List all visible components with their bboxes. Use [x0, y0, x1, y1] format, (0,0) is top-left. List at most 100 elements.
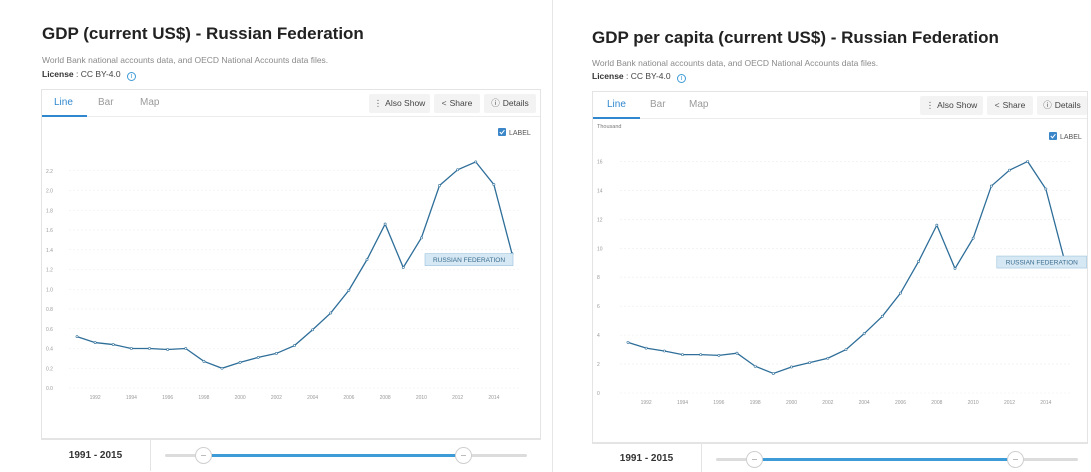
x-tick-label: 2014: [1040, 400, 1051, 406]
share-label: Share: [1002, 100, 1026, 110]
info-icon[interactable]: i: [126, 72, 136, 81]
x-tick-label: 1994: [126, 395, 137, 401]
vertical-dots-icon: ⋮: [925, 100, 935, 110]
data-point: [383, 222, 387, 226]
y-tick-label: 1.8: [46, 208, 53, 214]
data-point: [75, 335, 79, 339]
data-point: [953, 267, 957, 270]
tab-line[interactable]: Line: [607, 99, 626, 110]
license-value[interactable]: : CC BY-4.0: [76, 69, 121, 79]
data-point: [753, 364, 757, 368]
data-point: [256, 355, 260, 359]
gdp-panel: GDP (current US$) - Russian Federation W…: [41, 24, 541, 471]
data-point: [419, 236, 423, 240]
slider-start-handle[interactable]: [195, 447, 212, 464]
share-label: Share: [449, 98, 473, 108]
tab-bar[interactable]: Bar: [650, 99, 666, 110]
data-point: [329, 311, 333, 315]
y-axis-unit-label: Thousand: [597, 124, 621, 130]
x-tick-label: 1998: [198, 395, 209, 401]
label-toggle-text[interactable]: LABEL: [509, 130, 531, 137]
data-point: [662, 349, 666, 353]
details-button[interactable]: ⓘ Details: [1037, 96, 1087, 115]
y-tick-label: 8: [597, 275, 600, 281]
data-point: [826, 356, 830, 360]
info-icon[interactable]: i: [676, 74, 686, 83]
x-tick-label: 2010: [968, 400, 979, 406]
active-tab-indicator: [42, 115, 87, 117]
data-point: [699, 353, 703, 357]
tab-line[interactable]: Line: [54, 97, 73, 108]
share-button[interactable]: < Share: [434, 94, 480, 113]
data-point: [880, 314, 884, 318]
details-button[interactable]: ⓘ Details: [484, 94, 536, 113]
slider-start-handle[interactable]: [746, 451, 763, 468]
x-tick-label: 2012: [452, 395, 463, 401]
y-tick-label: 0.2: [46, 366, 53, 372]
y-tick-label: 1.0: [46, 287, 53, 293]
y-tick-label: 4: [597, 333, 600, 339]
info-circle-icon: ⓘ: [491, 98, 500, 108]
slider-end-handle[interactable]: [455, 447, 472, 464]
label-checkbox[interactable]: [1049, 132, 1057, 140]
data-point: [681, 353, 684, 357]
x-tick-label: 2000: [786, 400, 797, 406]
data-point: [129, 347, 133, 350]
x-tick-label: 2004: [859, 400, 870, 406]
data-point: [274, 352, 278, 355]
series-label-text: RUSSIAN FEDERATION: [1006, 260, 1078, 267]
y-tick-label: 10: [597, 246, 603, 252]
data-point: [401, 266, 405, 269]
gdp-line-chart: 0.0 0.2 0.4 0.6 0.8 1.0 1.2 1.4 1.6 1.8 2.0 2.2 1992…: [46, 128, 531, 401]
year-range-label: 1991 - 2015: [592, 444, 702, 472]
also-show-button[interactable]: ⋮ Also Show: [920, 96, 983, 115]
data-point: [365, 258, 369, 262]
label-toggle-text[interactable]: LABEL: [1060, 134, 1082, 141]
tab-bar[interactable]: Bar: [98, 97, 114, 108]
tab-map[interactable]: Map: [140, 97, 160, 108]
year-range-footer: 1991 - 2015: [592, 443, 1088, 472]
x-tick-label: 1996: [162, 395, 173, 401]
info-circle-icon: ⓘ: [1043, 100, 1052, 110]
license-label: License: [592, 71, 624, 81]
x-tick-label: 2014: [488, 395, 499, 401]
data-point: [644, 346, 648, 350]
data-point: [808, 361, 812, 365]
slider-range-fill: [755, 458, 1016, 461]
data-point: [1026, 160, 1030, 163]
series-label-text: RUSSIAN FEDERATION: [433, 257, 505, 264]
y-tick-label: 0.8: [46, 307, 53, 313]
gdp-per-capita-line-chart: Thousand 0 2 4 6 8 10 12 14 16 1992 1994 1996 1998 200…: [597, 124, 1087, 406]
data-point: [166, 348, 170, 351]
data-point: [474, 160, 478, 164]
data-point: [293, 344, 296, 347]
share-button[interactable]: < Share: [987, 96, 1033, 115]
checkmark-icon: [1050, 133, 1056, 139]
chart-card: Line Bar Map ⋮ Also Show < Share ⓘ Details …: [41, 89, 541, 439]
share-icon: <: [994, 100, 1000, 110]
data-point: [862, 332, 866, 336]
y-tick-label: 0.0: [46, 386, 53, 392]
label-checkbox[interactable]: [498, 128, 506, 136]
also-show-button[interactable]: ⋮ Also Show: [369, 94, 430, 113]
slider-range-fill: [204, 454, 464, 457]
slider-end-handle[interactable]: [1007, 451, 1024, 468]
year-range-footer: 1991 - 2015: [41, 439, 541, 471]
y-tick-label: 0: [597, 391, 600, 397]
y-tick-label: 2.0: [46, 189, 53, 195]
share-icon: <: [441, 98, 447, 108]
y-tick-label: 14: [597, 188, 603, 194]
data-point: [989, 184, 993, 188]
data-point: [717, 353, 721, 357]
x-tick-label: 2000: [235, 395, 246, 401]
data-point: [899, 291, 902, 295]
x-tick-label: 2002: [822, 400, 833, 406]
tab-map[interactable]: Map: [689, 99, 709, 110]
y-tick-label: 16: [597, 159, 603, 165]
y-tick-label: 1.6: [46, 228, 53, 234]
data-point: [184, 347, 188, 350]
x-tick-label: 2012: [1004, 400, 1015, 406]
data-point: [238, 360, 242, 364]
data-point: [771, 372, 775, 375]
license-value[interactable]: : CC BY-4.0: [626, 71, 671, 81]
